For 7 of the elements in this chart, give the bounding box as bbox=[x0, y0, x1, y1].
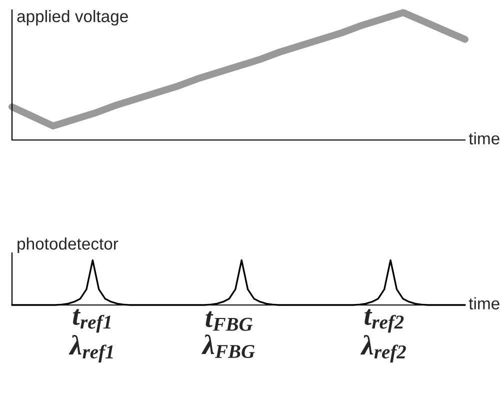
x-tick-label: t$_{ref2}$ λ$_{ref2}$ bbox=[360, 309, 406, 362]
y-axis-title: applied voltage bbox=[17, 10, 128, 26]
x-tick-label: t$_{FBG}$ λ$_{FBG}$ bbox=[202, 311, 255, 358]
x-tick-label: t$_{ref1}$ λ$_{ref1}$ bbox=[68, 309, 113, 362]
y-axis-title: photodetector bbox=[18, 237, 118, 253]
x-axis-title: time bbox=[468, 132, 500, 144]
x-axis-title: time bbox=[468, 297, 500, 310]
